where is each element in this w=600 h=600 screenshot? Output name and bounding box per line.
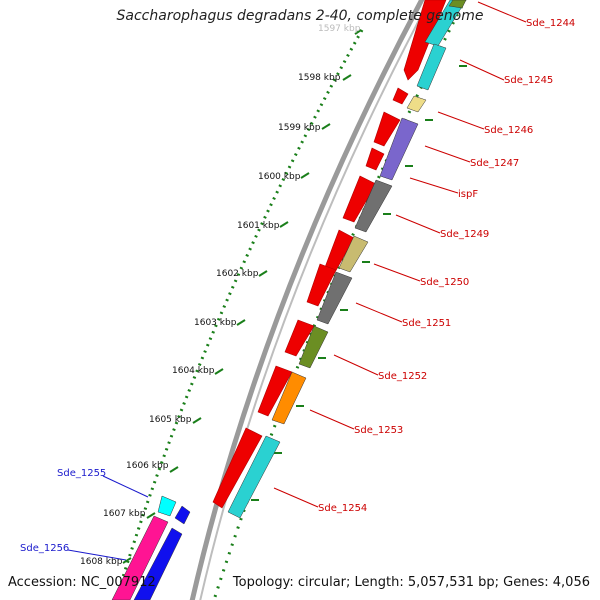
tick-arc bbox=[114, 29, 364, 600]
gene-label: Sde_1250 bbox=[420, 277, 469, 288]
gene-label: Sde_1253 bbox=[354, 425, 403, 436]
gene-sde-1245 bbox=[416, 43, 447, 91]
gene-sde-1247 bbox=[379, 117, 419, 181]
tick-label: 1601 kbp bbox=[237, 221, 280, 231]
gene-label: Sde_1244 bbox=[526, 18, 575, 29]
label-leaders bbox=[273, 1, 527, 508]
tick-label: 1605 kbp bbox=[149, 415, 192, 425]
reverse-strand-genes bbox=[111, 495, 191, 600]
gene-label: Sde_1252 bbox=[378, 371, 427, 382]
tick-label: 1598 kbp bbox=[298, 73, 341, 83]
tick-label: 1599 kbp bbox=[278, 123, 321, 133]
gene-sde-1256-pink bbox=[111, 515, 169, 600]
accession-label: Accession: NC_007912 bbox=[8, 575, 156, 590]
topology-label: Topology: circular; Length: 5,057,531 bp… bbox=[232, 575, 590, 590]
gene-sde-1255-blue bbox=[174, 505, 191, 525]
tick-label: 1603 kbp bbox=[194, 318, 237, 328]
genome-backbone-inner bbox=[199, 0, 431, 600]
gene-label: Sde_1249 bbox=[440, 229, 489, 240]
tick-label: 1597 kbp bbox=[318, 24, 361, 34]
gene-ispf bbox=[354, 179, 393, 233]
tick-marks bbox=[122, 29, 362, 564]
tick-label: 1604 kbp bbox=[172, 366, 215, 376]
gene-sde-1255 bbox=[157, 495, 177, 517]
gene-sde-1244-olive bbox=[448, 0, 467, 9]
gene-label: Sde_1251 bbox=[402, 318, 451, 329]
gene-label: ispF bbox=[458, 189, 478, 200]
tick-label: 1607 kbp bbox=[103, 509, 146, 519]
gene-sde-1254 bbox=[227, 435, 281, 519]
gene-sde-1246 bbox=[406, 95, 427, 113]
gene-label: Sde_1247 bbox=[470, 158, 519, 169]
gene-label: Sde_1256 bbox=[20, 543, 69, 554]
gene-sde-1256 bbox=[133, 527, 183, 600]
tick-label: 1608 kbp bbox=[80, 557, 123, 567]
gene-sde-1250 bbox=[338, 235, 369, 273]
genome-backbone-outer bbox=[189, 0, 425, 600]
gene-label: Sde_1255 bbox=[57, 468, 106, 479]
gene-features bbox=[227, 0, 467, 519]
gene-label: Sde_1254 bbox=[318, 503, 367, 514]
outer-ring-marks bbox=[251, 65, 467, 501]
tick-label: 1606 kbp bbox=[126, 461, 169, 471]
gene-sde-1252 bbox=[298, 325, 329, 369]
gene-sde-1253 bbox=[271, 371, 307, 425]
gene-sde-1251 bbox=[316, 271, 353, 325]
gene-label: Sde_1245 bbox=[504, 75, 553, 86]
tick-label: 1600 kbp bbox=[258, 172, 301, 182]
tick-label: 1602 kbp bbox=[216, 269, 259, 279]
gene-labels: Sde_1244 Sde_1245 Sde_1246 Sde_1247 ispF… bbox=[20, 18, 575, 554]
map-title: Saccharophagus degradans 2-40, complete … bbox=[116, 8, 484, 24]
forward-strand-genes bbox=[212, 0, 447, 509]
gene-label: Sde_1246 bbox=[484, 125, 533, 136]
reverse-label-leaders bbox=[67, 475, 149, 561]
tick-labels: 1597 kbp 1598 kbp 1599 kbp 1600 kbp 1601… bbox=[80, 24, 361, 567]
